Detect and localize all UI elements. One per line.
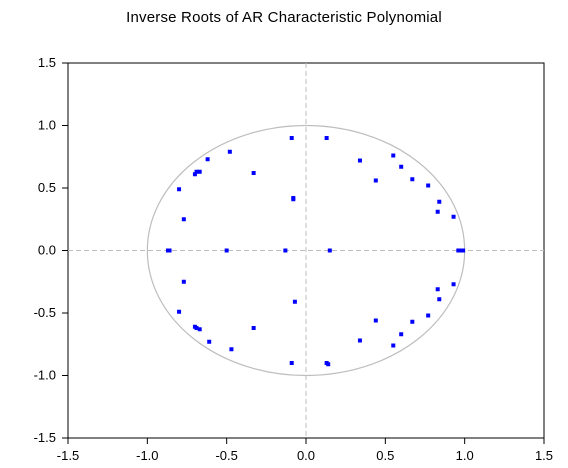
root-point <box>391 153 396 158</box>
y-tick-label: 0.0 <box>38 243 56 258</box>
y-tick-label: 1.5 <box>38 55 56 70</box>
y-tick-label: -1.0 <box>34 368 56 383</box>
root-point <box>327 248 332 253</box>
root-point <box>357 338 362 343</box>
root-point <box>207 339 212 344</box>
root-point <box>399 164 404 169</box>
root-point <box>373 318 378 323</box>
y-tick-label: -0.5 <box>34 305 56 320</box>
root-point <box>426 183 431 188</box>
root-point <box>181 279 186 284</box>
plot-content <box>68 63 544 438</box>
x-tick-label: -1.0 <box>136 448 158 463</box>
root-point <box>326 362 331 367</box>
x-tick-label: 1.5 <box>535 448 553 463</box>
x-tick-label: 0.5 <box>376 448 394 463</box>
root-point <box>451 214 456 219</box>
x-tick-label: 0.0 <box>297 448 315 463</box>
root-point <box>435 209 440 214</box>
root-point <box>177 187 182 192</box>
y-tick-label: 0.5 <box>38 180 56 195</box>
y-tick-label: -1.5 <box>34 430 56 445</box>
root-point <box>181 217 186 222</box>
root-point <box>192 172 197 177</box>
root-point <box>437 199 442 204</box>
root-point <box>227 149 232 154</box>
root-point <box>229 347 234 352</box>
root-point <box>289 136 294 140</box>
root-point <box>324 136 329 140</box>
root-point <box>291 197 296 202</box>
root-point <box>451 282 456 287</box>
root-point <box>197 169 202 174</box>
root-point <box>410 177 415 182</box>
root-point <box>283 248 288 253</box>
ticks-layer: -1.5 -1.0 -0.5 0.0 0.5 1.0 1.5 1.5 1.0 0.5 0.0 -0.5… <box>34 55 553 463</box>
root-point <box>437 297 442 302</box>
root-point <box>289 361 294 365</box>
y-tick-label: 1.0 <box>38 118 56 133</box>
root-point <box>251 171 256 175</box>
root-point <box>399 332 404 337</box>
root-point <box>192 324 197 329</box>
root-point <box>461 248 466 253</box>
root-point <box>165 248 170 253</box>
root-point <box>224 248 229 253</box>
root-point <box>205 157 210 162</box>
chart-title: Inverse Roots of AR Characteristic Polyn… <box>126 9 442 26</box>
root-point <box>373 178 378 183</box>
root-point <box>391 343 396 348</box>
x-tick-label: -0.5 <box>215 448 237 463</box>
x-tick-label: 1.0 <box>456 448 474 463</box>
root-point <box>426 313 431 318</box>
root-point <box>456 248 461 253</box>
root-point <box>435 287 440 292</box>
root-point <box>177 309 182 314</box>
root-point <box>410 319 415 324</box>
root-point <box>292 299 297 304</box>
root-point <box>357 158 362 163</box>
root-point <box>251 326 256 330</box>
root-point <box>194 169 199 174</box>
x-tick-label: -1.5 <box>57 448 79 463</box>
root-point <box>197 327 202 332</box>
